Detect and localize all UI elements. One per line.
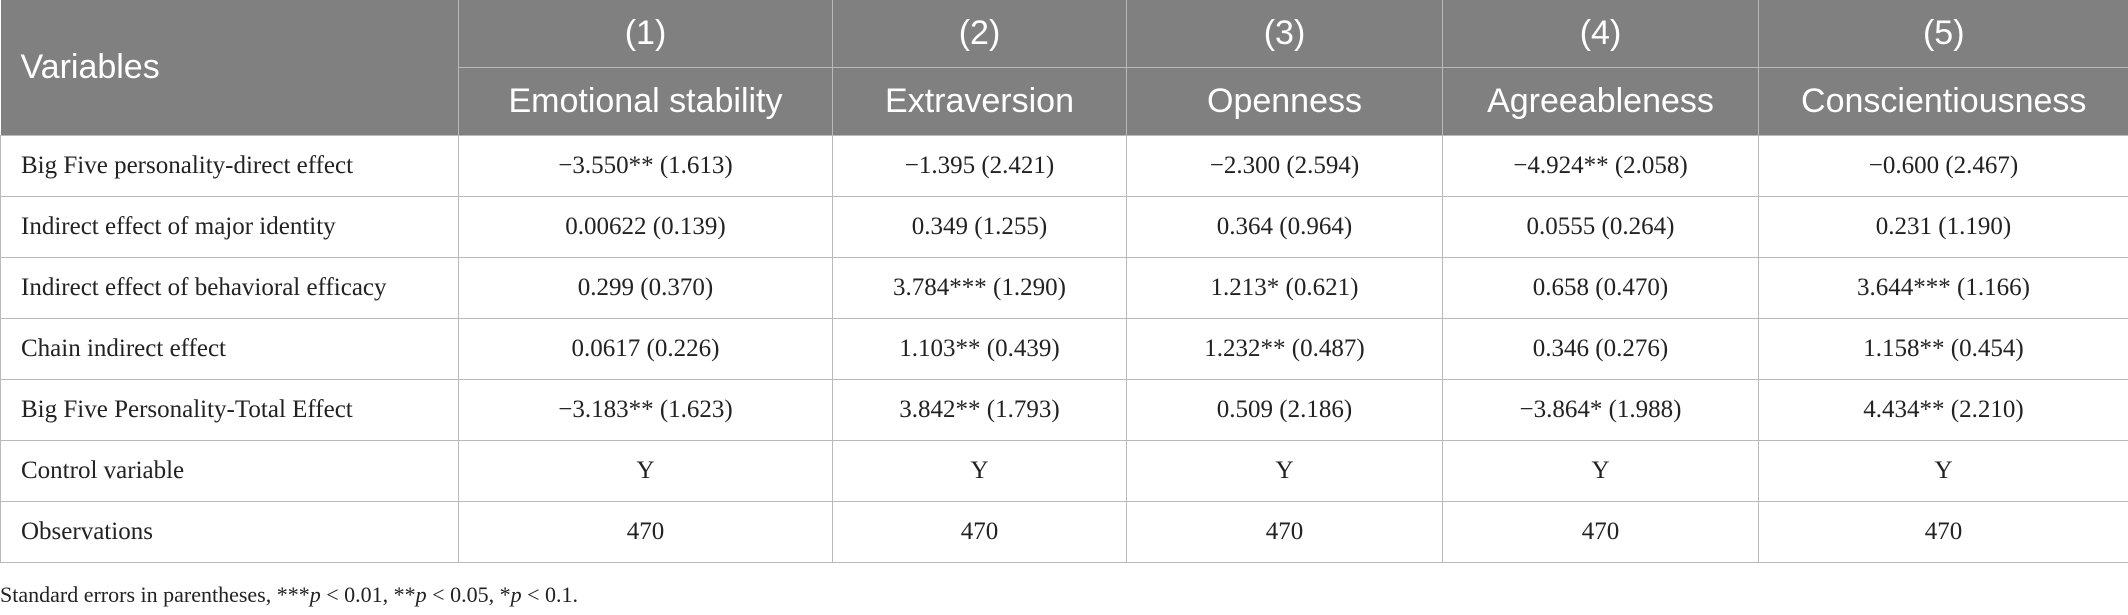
table-cell: 3.842** (1.793) xyxy=(832,379,1127,441)
table-row: Control variable Y Y Y Y Y xyxy=(0,440,2128,502)
table-row: Indirect effect of major identity 0.0062… xyxy=(0,196,2128,258)
table-cell: −2.300 (2.594) xyxy=(1126,135,1443,197)
table-cell: 0.00622 (0.139) xyxy=(458,196,833,258)
column-name: Agreeableness xyxy=(1442,67,1759,136)
table-body: Big Five personality-direct effect −3.55… xyxy=(0,135,2128,563)
row-label: Observations xyxy=(0,501,459,563)
table-cell: Y xyxy=(458,440,833,502)
footnote-text: Standard errors in parentheses, *** xyxy=(0,582,310,607)
header-row-names: Emotional stability Extraversion Opennes… xyxy=(1,67,2128,136)
table-cell: −4.924** (2.058) xyxy=(1442,135,1759,197)
table-cell: 470 xyxy=(1442,501,1759,563)
column-name: Emotional stability xyxy=(458,67,833,136)
footnote-text: < 0.05, * xyxy=(426,582,511,607)
column-number: (1) xyxy=(458,0,833,68)
table-cell: 1.158** (0.454) xyxy=(1758,318,2128,380)
row-label: Indirect effect of major identity xyxy=(0,196,459,258)
table-cell: 0.231 (1.190) xyxy=(1758,196,2128,258)
table-row: Big Five personality-direct effect −3.55… xyxy=(0,135,2128,197)
table-cell: 0.0555 (0.264) xyxy=(1442,196,1759,258)
table-cell: 1.232** (0.487) xyxy=(1126,318,1443,380)
table-cell: 470 xyxy=(1758,501,2128,563)
table-cell: −3.864* (1.988) xyxy=(1442,379,1759,441)
table-cell: −0.600 (2.467) xyxy=(1758,135,2128,197)
table-row: Indirect effect of behavioral efficacy 0… xyxy=(0,257,2128,319)
column-name: Extraversion xyxy=(832,67,1127,136)
footnote-text: < 0.01, ** xyxy=(320,582,416,607)
table-cell: Y xyxy=(1758,440,2128,502)
regression-table-container: Variables (1) (2) (3) (4) (5) Emotional … xyxy=(0,0,2128,563)
table-cell: Y xyxy=(1442,440,1759,502)
table-cell: −3.183** (1.623) xyxy=(458,379,833,441)
footnote-text: < 0.1. xyxy=(521,582,579,607)
row-label: Indirect effect of behavioral efficacy xyxy=(0,257,459,319)
table-cell: 0.346 (0.276) xyxy=(1442,318,1759,380)
table-footnote: Standard errors in parentheses, ***p < 0… xyxy=(0,582,578,608)
column-name: Openness xyxy=(1126,67,1443,136)
table-cell: 470 xyxy=(1126,501,1443,563)
table-cell: 0.364 (0.964) xyxy=(1126,196,1443,258)
p-symbol: p xyxy=(415,582,427,607)
table-cell: 4.434** (2.210) xyxy=(1758,379,2128,441)
table-row: Chain indirect effect 0.0617 (0.226) 1.1… xyxy=(0,318,2128,380)
p-symbol: p xyxy=(510,582,522,607)
table-row: Observations 470 470 470 470 470 xyxy=(0,501,2128,563)
table-cell: 0.349 (1.255) xyxy=(832,196,1127,258)
table-cell: 0.299 (0.370) xyxy=(458,257,833,319)
table-cell: Y xyxy=(832,440,1127,502)
table-cell: 1.103** (0.439) xyxy=(832,318,1127,380)
column-number: (5) xyxy=(1758,0,2128,68)
p-symbol: p xyxy=(309,582,321,607)
table-cell: 0.509 (2.186) xyxy=(1126,379,1443,441)
table-cell: 470 xyxy=(832,501,1127,563)
table-cell: 1.213* (0.621) xyxy=(1126,257,1443,319)
column-number: (4) xyxy=(1442,0,1759,68)
table-cell: 470 xyxy=(458,501,833,563)
column-number: (3) xyxy=(1126,0,1443,68)
table-row: Big Five Personality-Total Effect −3.183… xyxy=(0,379,2128,441)
table-header: Variables (1) (2) (3) (4) (5) Emotional … xyxy=(0,0,2128,136)
row-label: Big Five personality-direct effect xyxy=(0,135,459,197)
table-cell: −1.395 (2.421) xyxy=(832,135,1127,197)
variables-header: Variables xyxy=(0,0,459,136)
row-label: Control variable xyxy=(0,440,459,502)
table-cell: Y xyxy=(1126,440,1443,502)
table-cell: 3.784*** (1.290) xyxy=(832,257,1127,319)
row-label: Big Five Personality-Total Effect xyxy=(0,379,459,441)
header-row-numbers: Variables (1) (2) (3) (4) (5) xyxy=(0,0,2128,136)
table-cell: 0.0617 (0.226) xyxy=(458,318,833,380)
column-number: (2) xyxy=(832,0,1127,68)
table-cell: −3.550** (1.613) xyxy=(458,135,833,197)
table-cell: 0.658 (0.470) xyxy=(1442,257,1759,319)
table-cell: 3.644*** (1.166) xyxy=(1758,257,2128,319)
column-name: Conscientiousness xyxy=(1758,67,2128,136)
row-label: Chain indirect effect xyxy=(0,318,459,380)
results-table: Variables (1) (2) (3) (4) (5) Emotional … xyxy=(0,0,2128,563)
